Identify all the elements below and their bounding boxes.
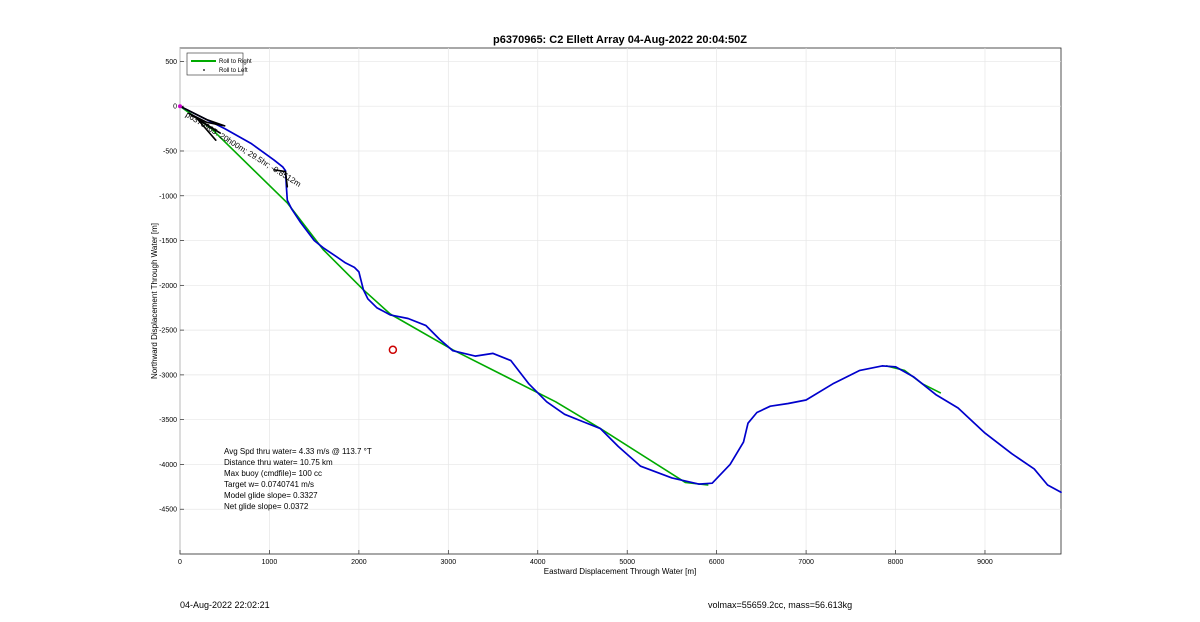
chart-title: p6370965: C2 Ellett Array 04-Aug-2022 20… [493, 34, 747, 46]
y-tick-label: -4000 [159, 462, 177, 469]
x-tick-label: 2000 [351, 559, 367, 566]
series-line-3 [179, 105, 226, 141]
x-axis-label: Eastward Displacement Through Water [m] [544, 567, 697, 576]
y-tick-label: -2000 [159, 283, 177, 290]
x-tick-label: 7000 [798, 559, 814, 566]
x-tick-label: 0 [178, 559, 182, 566]
annotation-net-glide: Net glide slope= 0.0372 [224, 502, 309, 511]
y-tick-label: -1500 [159, 238, 177, 245]
marker-layer [178, 104, 398, 355]
y-axis-label: Northward Displacement Through Water [m] [150, 223, 159, 379]
annotation-model-glide: Model glide slope= 0.3327 [224, 491, 318, 500]
x-tick-label: 4000 [530, 559, 546, 566]
footer-vol-mass: volmax=55659.2cc, mass=56.613kg [708, 600, 853, 610]
y-tick-label: -500 [163, 148, 177, 155]
y-tick-label: 500 [165, 59, 177, 66]
annotation-avg-speed: Avg Spd thru water= 4.33 m/s @ 113.7 °T [224, 447, 372, 456]
y-tick-label: 0 [173, 104, 177, 111]
target-marker-0 [388, 345, 398, 355]
legend-swatch-roll-left [203, 69, 205, 71]
legend-label-roll-left: Roll to Left [219, 68, 248, 74]
footer-timestamp: 04-Aug-2022 22:02:21 [180, 600, 270, 610]
stats-annotations: Avg Spd thru water= 4.33 m/s @ 113.7 °T … [224, 447, 372, 511]
series-line-2 [179, 105, 1062, 494]
tick-labels: 0 1000 2000 3000 4000 5000 6000 7000 8000 9000500… [159, 59, 993, 566]
y-tick-label: -3000 [159, 372, 177, 379]
x-tick-label: 9000 [977, 559, 993, 566]
x-tick-label: 6000 [709, 559, 725, 566]
annotation-distance: Distance thru water= 10.75 km [224, 458, 333, 467]
start-marker [178, 104, 182, 109]
y-tick-label: -3500 [159, 417, 177, 424]
annotation-target-w: Target w= 0.0740741 m/s [224, 480, 314, 489]
grid [179, 48, 1061, 554]
plot-area [179, 47, 1062, 555]
x-tick-label: 8000 [888, 559, 904, 566]
x-tick-label: 5000 [619, 559, 635, 566]
x-tick-label: 1000 [262, 559, 278, 566]
y-tick-label: -4500 [159, 507, 177, 514]
legend-box [186, 52, 244, 76]
series-line-4 [273, 169, 289, 188]
series-layer [179, 105, 1062, 494]
legend: Roll to Right Roll to Left [186, 52, 252, 76]
x-tick-label: 3000 [441, 559, 457, 566]
y-tick-label: -1000 [159, 193, 177, 200]
annotation-max-buoy: Max buoy (cmdfile)= 100 cc [224, 469, 322, 478]
legend-label-roll-right: Roll to Right [219, 59, 252, 65]
y-tick-label: -2500 [159, 328, 177, 335]
